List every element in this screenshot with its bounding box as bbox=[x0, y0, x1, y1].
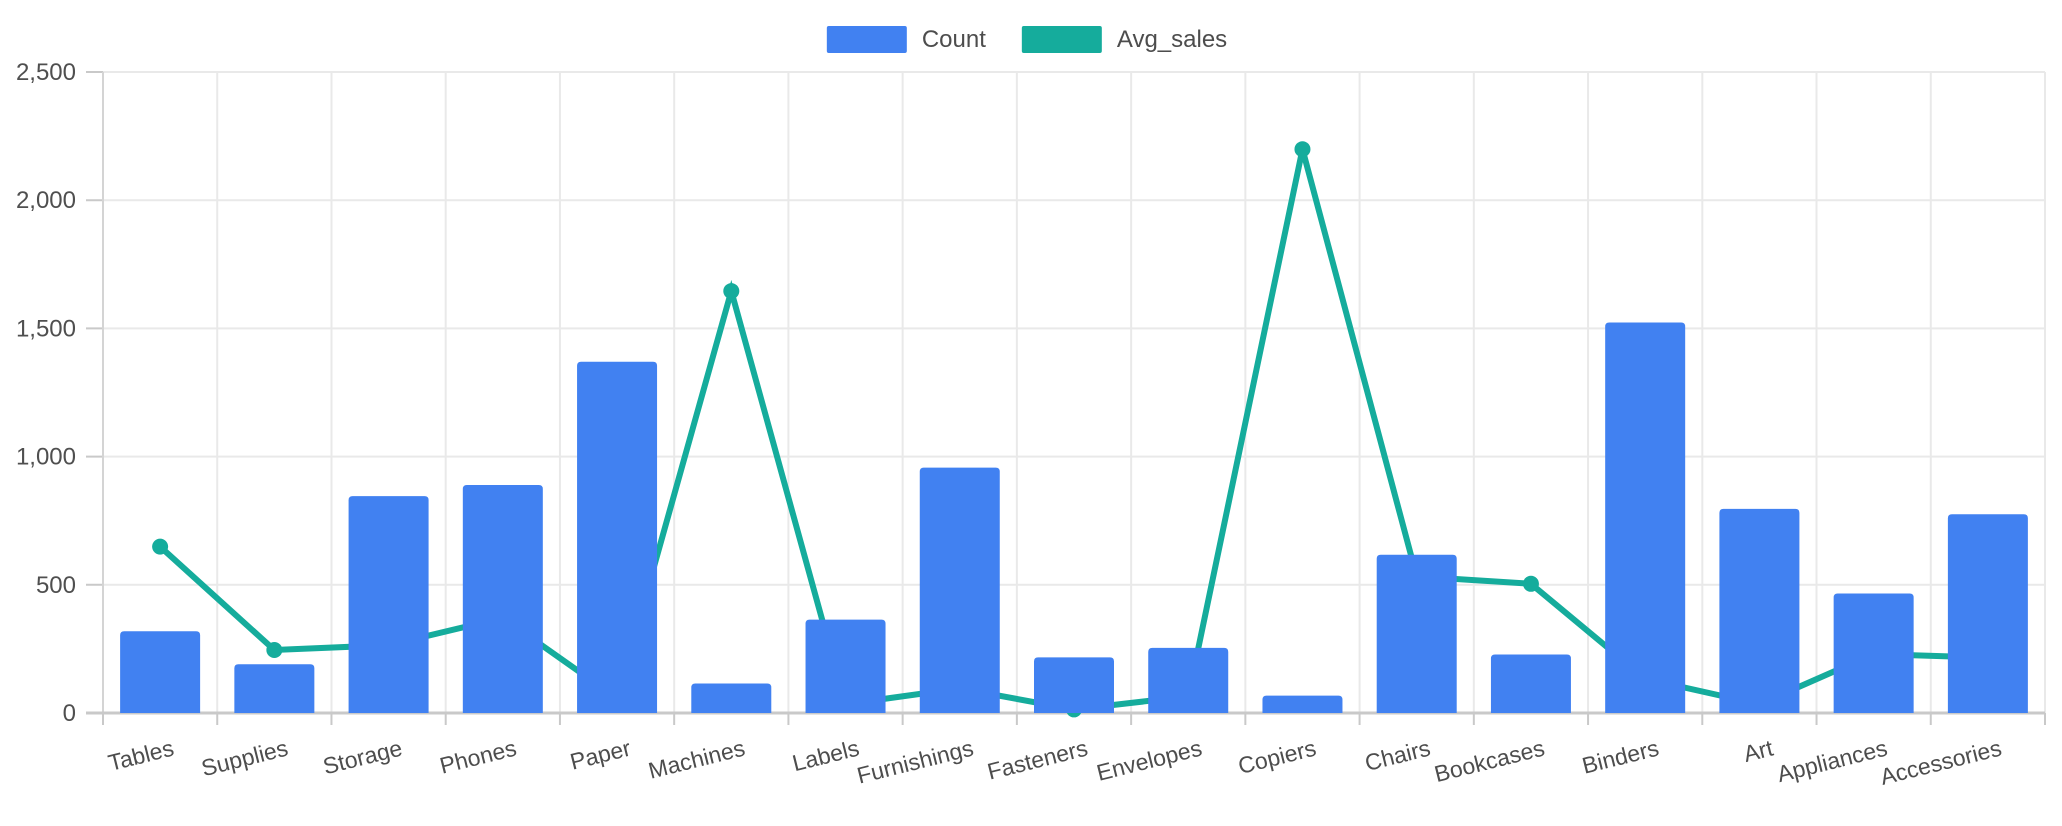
x-label-machines: Machines bbox=[646, 735, 748, 784]
bar-storage[interactable] bbox=[348, 496, 429, 713]
x-label-chairs: Chairs bbox=[1362, 735, 1433, 776]
point-machines[interactable] bbox=[723, 283, 740, 300]
point-tables[interactable] bbox=[152, 538, 169, 555]
bar-copiers[interactable] bbox=[1262, 695, 1343, 713]
bar-tables[interactable] bbox=[120, 631, 201, 713]
bar-accessories[interactable] bbox=[1947, 514, 2028, 713]
legend-swatch-avg_sales bbox=[1021, 26, 1102, 53]
legend-item-avg_sales[interactable]: Avg_sales bbox=[1021, 26, 1228, 53]
x-label-furnishings: Furnishings bbox=[854, 735, 976, 789]
bar-paper[interactable] bbox=[577, 361, 658, 713]
bar-fasteners[interactable] bbox=[1034, 657, 1114, 713]
x-label-copiers: Copiers bbox=[1235, 735, 1318, 779]
point-bookcases[interactable] bbox=[1522, 575, 1539, 592]
y-tick-label: 1,500 bbox=[16, 315, 76, 342]
bar-art[interactable] bbox=[1719, 508, 1800, 713]
x-label-binders: Binders bbox=[1579, 735, 1661, 779]
avg-sales-line bbox=[157, 148, 1991, 713]
point-copiers[interactable] bbox=[1294, 141, 1311, 158]
x-label-envelopes: Envelopes bbox=[1094, 735, 1205, 786]
bar-machines[interactable] bbox=[691, 683, 772, 713]
y-tick-label: 1,000 bbox=[16, 444, 76, 471]
x-label-bookcases: Bookcases bbox=[1432, 735, 1547, 787]
x-label-phones: Phones bbox=[437, 735, 519, 779]
x-label-fasteners: Fasteners bbox=[985, 735, 1091, 785]
bar-phones[interactable] bbox=[462, 485, 543, 713]
point-supplies[interactable] bbox=[266, 642, 283, 659]
x-label-appliances: Appliances bbox=[1774, 735, 1889, 787]
y-tick-label: 2,000 bbox=[16, 187, 76, 214]
x-label-tables: Tables bbox=[106, 735, 177, 776]
x-label-supplies: Supplies bbox=[199, 735, 291, 782]
bar-bookcases[interactable] bbox=[1490, 654, 1571, 713]
bar-envelopes[interactable] bbox=[1148, 647, 1229, 713]
legend-label: Count bbox=[921, 26, 986, 53]
y-tick-label: 500 bbox=[36, 572, 76, 599]
chart-legend: Count Avg_sales bbox=[826, 26, 1228, 53]
x-label-accessories: Accessories bbox=[1878, 735, 2005, 790]
y-tick-label: 0 bbox=[63, 700, 76, 727]
bar-appliances[interactable] bbox=[1833, 593, 1914, 713]
legend-swatch-count bbox=[826, 26, 907, 53]
bar-chairs[interactable] bbox=[1376, 554, 1457, 713]
bar-binders[interactable] bbox=[1605, 322, 1686, 713]
y-tick-label: 2,500 bbox=[16, 59, 76, 86]
bar-supplies[interactable] bbox=[234, 664, 315, 713]
x-label-paper: Paper bbox=[567, 735, 633, 775]
x-label-storage: Storage bbox=[320, 735, 404, 780]
bar-labels[interactable] bbox=[805, 619, 886, 713]
x-label-labels: Labels bbox=[790, 735, 862, 777]
legend-item-count[interactable]: Count bbox=[826, 26, 986, 53]
legend-label: Avg_sales bbox=[1116, 26, 1228, 53]
x-label-art: Art bbox=[1741, 734, 1776, 766]
bar-furnishings[interactable] bbox=[919, 467, 1000, 713]
